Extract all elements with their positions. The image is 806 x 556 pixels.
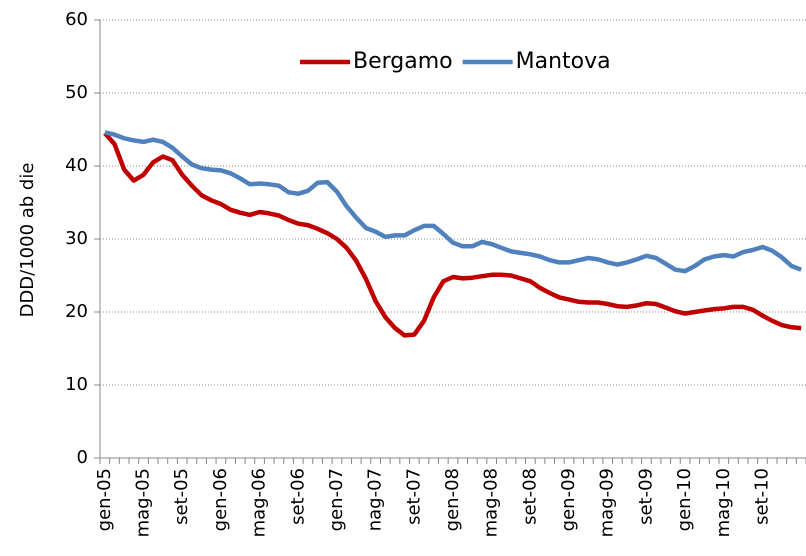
x-tick-label: set-07 bbox=[403, 468, 424, 525]
x-tick-label: mag-09 bbox=[597, 468, 618, 537]
x-tick-label: gen-09 bbox=[558, 468, 579, 531]
x-tick-label: mag-08 bbox=[481, 468, 502, 537]
legend-label: Mantova bbox=[516, 49, 611, 74]
legend-label: Bergamo bbox=[353, 49, 453, 74]
x-tick-label: mag-10 bbox=[713, 468, 734, 537]
x-tick-label: gen-10 bbox=[674, 468, 695, 531]
x-tick-label: mag-05 bbox=[133, 468, 154, 537]
x-tick-label: nag-07 bbox=[365, 468, 386, 531]
x-tick-label: set-08 bbox=[519, 468, 540, 525]
y-tick-label: 50 bbox=[65, 82, 88, 103]
x-tick-label: set-05 bbox=[171, 468, 192, 525]
x-tick-label: set-10 bbox=[751, 468, 772, 525]
line bbox=[104, 130, 803, 274]
y-tick-label: 60 bbox=[65, 9, 88, 30]
y-tick-label: 40 bbox=[65, 155, 88, 176]
x-tick-label: mag-06 bbox=[249, 468, 270, 537]
y-tick-label: 0 bbox=[77, 447, 88, 468]
y-tick-label: 30 bbox=[65, 228, 88, 249]
y-axis-label: DDD/1000 ab die bbox=[17, 163, 38, 318]
x-tick-label: gen-06 bbox=[210, 468, 231, 531]
x-tick-label: gen-05 bbox=[94, 468, 115, 531]
y-tick-label: 10 bbox=[65, 374, 88, 395]
x-tick-label: gen-08 bbox=[442, 468, 463, 531]
y-tick-label: 20 bbox=[65, 301, 88, 322]
x-tick-label: set-06 bbox=[287, 468, 308, 525]
line bbox=[103, 131, 802, 338]
x-tick-label: gen-07 bbox=[326, 468, 347, 531]
x-tick-label: set-09 bbox=[635, 468, 656, 525]
